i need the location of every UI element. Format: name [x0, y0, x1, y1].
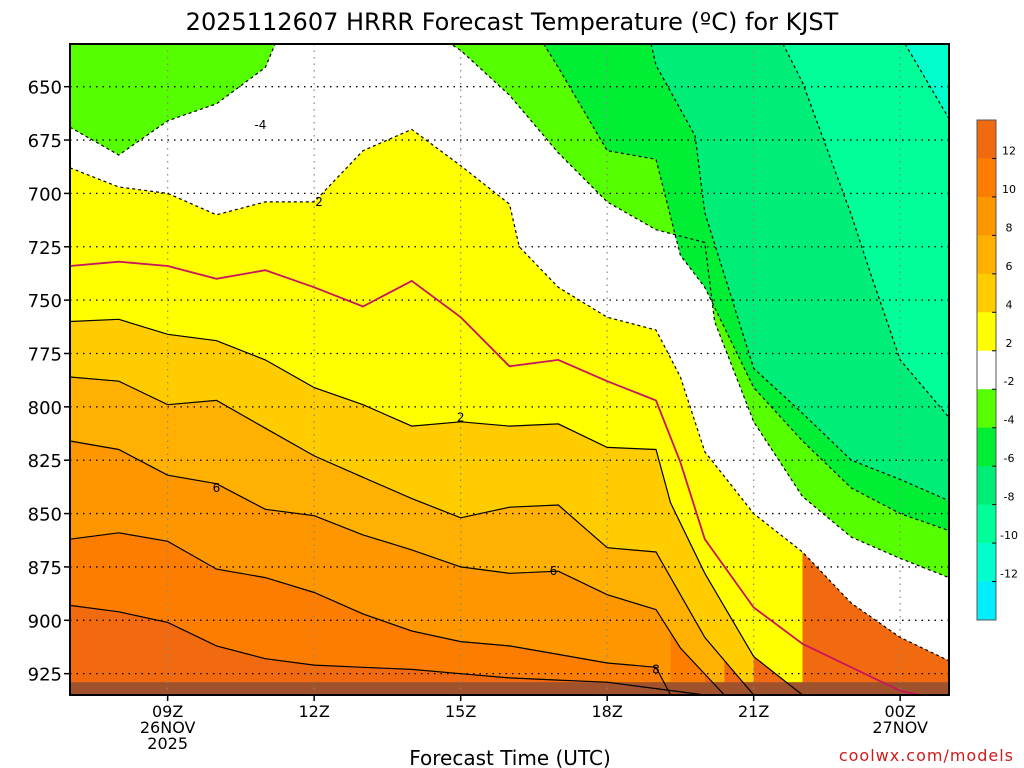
colorbar-swatch [977, 427, 996, 467]
colorbar-swatch [977, 389, 996, 429]
y-tick-label: 650 [28, 78, 62, 99]
y-tick-label: 725 [28, 238, 62, 259]
x-tick-label: 12Z [299, 702, 330, 721]
y-tick-label: 675 [28, 131, 62, 152]
y-tick-label: 825 [28, 451, 62, 472]
contour-label: 8 [652, 662, 660, 676]
colorbar-label: -8 [1004, 491, 1015, 504]
chart-title: 2025112607 HRRR Forecast Temperature (ºC… [186, 8, 839, 36]
y-tick-label: 900 [28, 611, 62, 632]
y-tick-label: 875 [28, 558, 62, 579]
terrain-ground [70, 682, 949, 695]
colorbar-swatch [977, 504, 996, 544]
x-tick-label: 27NOV [872, 718, 928, 737]
isotherm-m4 [69, 43, 950, 579]
x-tick-label: 26NOV [140, 718, 196, 737]
colorbar-swatch [977, 312, 996, 352]
colorbar-label: -4 [1004, 414, 1015, 427]
colorbar-label: -6 [1004, 452, 1015, 465]
contour-labels: -4 2 2 6 6 8 [213, 118, 660, 676]
colorbar-legend: 12 10 8 6 4 2 -2 -4 -6 -8 -10 -12 [976, 119, 1018, 621]
colorbar-label: 2 [1006, 337, 1013, 350]
isotherm-2 [69, 318, 803, 696]
isotherm-8 [69, 532, 672, 696]
colorbar-swatch [977, 581, 996, 621]
grid-lines [70, 44, 949, 695]
colorbar-label: -12 [1000, 568, 1018, 581]
contour-label: 2 [457, 411, 465, 425]
isotherm-m8 [650, 43, 950, 502]
isotherm-m12 [904, 43, 950, 120]
colorbar-label: 4 [1006, 298, 1013, 311]
y-tick-label: 750 [28, 291, 62, 312]
y-tick-label: 850 [28, 505, 62, 526]
y-tick-label: 800 [28, 398, 62, 419]
y-tick-label: 925 [28, 665, 62, 686]
isotherm-4 [69, 376, 755, 696]
colorbar-label: 8 [1006, 221, 1013, 234]
isotherm-m2 [69, 128, 950, 662]
plot-area [70, 44, 949, 695]
contour-label: 6 [550, 564, 558, 578]
x-tick-label: 09Z [152, 702, 183, 721]
plot-frame [69, 43, 950, 696]
colorbar-swatch [977, 273, 996, 313]
colorbar-label: -10 [1000, 529, 1018, 542]
colorbar-swatch [977, 235, 996, 275]
colorbar-swatch [977, 196, 996, 236]
y-tick-label: 700 [28, 184, 62, 205]
isotherm-m10 [782, 43, 950, 418]
colorbar-swatch [977, 466, 996, 506]
credit-link[interactable]: coolwx.com/models [839, 746, 1014, 765]
isotherm-lines [69, 43, 950, 696]
x-tick-label: 15Z [445, 702, 476, 721]
isotherm-6 [69, 440, 725, 696]
colorbar-frame [976, 119, 997, 621]
x-axis-label: Forecast Time (UTC) [409, 746, 611, 768]
x-tick-label: 2025 [147, 734, 188, 753]
y-tick-label: 775 [28, 344, 62, 365]
colorbar-swatch [977, 120, 996, 159]
colorbar-swatch [977, 350, 996, 390]
x-tick-label: 21Z [738, 702, 769, 721]
contour-label: 6 [213, 481, 221, 495]
contour-label: 2 [315, 195, 323, 209]
x-tick-label: 00Z [885, 702, 916, 721]
colorbar-label: 12 [1002, 144, 1016, 157]
colorbar-swatch [977, 158, 996, 198]
colorbar-swatch [977, 543, 996, 583]
isotherm-10 [69, 604, 705, 696]
colorbar-label: 10 [1002, 183, 1016, 196]
y-axis-pressure: 650 675 700 725 750 775 800 825 850 875 900 925 [28, 78, 70, 686]
band-fill-m10 [783, 44, 949, 418]
colorbar-label: 6 [1006, 260, 1013, 273]
freezing-line-0c [69, 260, 920, 696]
x-tick-label: 18Z [592, 702, 623, 721]
isotherm-m6 [543, 43, 950, 532]
contour-label: -4 [254, 118, 266, 132]
colorbar-label: -2 [1004, 375, 1015, 388]
